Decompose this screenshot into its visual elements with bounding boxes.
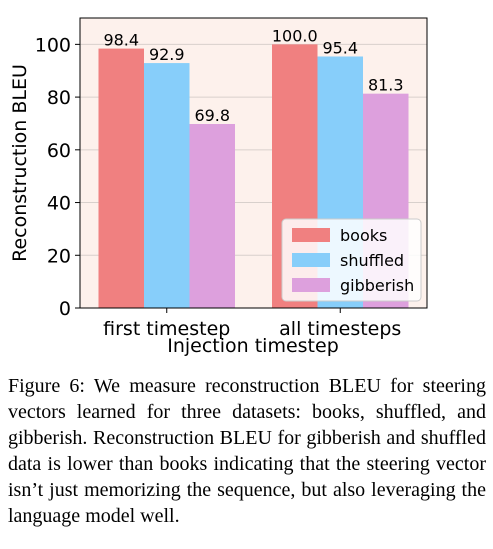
bar-books-1 bbox=[98, 48, 144, 308]
legend: books shuffled gibberish bbox=[281, 218, 422, 302]
legend-label-shuffled: shuffled bbox=[340, 251, 404, 270]
data-label-books-2: 100.0 bbox=[272, 26, 318, 45]
x-axis-label: Injection timestep bbox=[167, 335, 339, 357]
y-tick-label: 100 bbox=[35, 34, 71, 56]
y-tick-label: 20 bbox=[47, 245, 71, 267]
bar-chart: 98.4 92.9 69.8 100.095.4 81.3 0 20 40 60 80 100 fi… bbox=[9, 17, 428, 357]
legend-label-books: books bbox=[340, 226, 387, 245]
data-label-gibberish-2: 81.3 bbox=[368, 76, 404, 95]
legend-label-gibberish: gibberish bbox=[340, 276, 414, 295]
bar-gibberish-1 bbox=[189, 123, 235, 309]
legend-swatch-books bbox=[292, 228, 330, 242]
caption-text: We measure reconstruction BLEU for steer… bbox=[8, 375, 486, 527]
data-label-books-1: 98.4 bbox=[103, 31, 139, 50]
data-label-shuffled-1: 92.9 bbox=[149, 45, 185, 64]
data-label-gibberish-1: 69.8 bbox=[194, 106, 230, 125]
legend-swatch-shuffled bbox=[292, 253, 330, 267]
legend-swatch-gibberish bbox=[292, 278, 330, 292]
caption-label: Figure 6: bbox=[8, 375, 85, 397]
y-axis-label: Reconstruction BLEU bbox=[9, 64, 31, 262]
y-tick-label: 40 bbox=[47, 193, 71, 215]
y-tick-label: 80 bbox=[47, 87, 71, 109]
x-tick-label: first timestep bbox=[103, 318, 230, 340]
plot-frame bbox=[79, 17, 428, 309]
data-labels: 98.4 92.9 69.8 100.095.4 81.3 bbox=[103, 26, 403, 125]
axis-ticks: 0 20 40 60 80 100 first timestep all timesteps bbox=[35, 34, 402, 340]
bar-shuffled-1 bbox=[144, 63, 190, 308]
y-tick-label: 0 bbox=[59, 298, 71, 320]
data-label-shuffled-2: 95.4 bbox=[322, 38, 358, 57]
figure-caption: Figure 6: We measure reconstruction BLEU… bbox=[8, 373, 486, 529]
x-tick-label: all timesteps bbox=[279, 318, 401, 340]
y-tick-label: 60 bbox=[47, 140, 71, 162]
